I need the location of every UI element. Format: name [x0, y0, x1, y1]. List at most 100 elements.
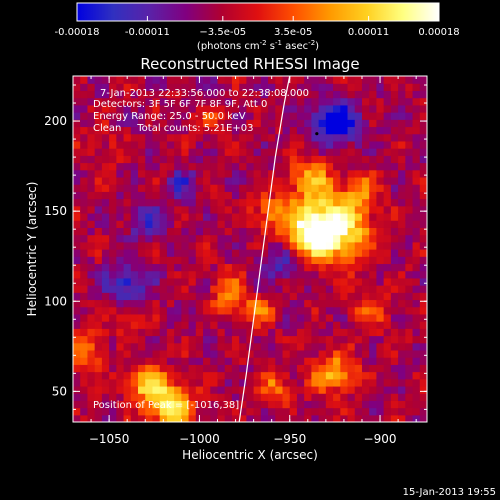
- heatmap-cell: [253, 270, 262, 279]
- heatmap-cell: [239, 212, 247, 221]
- heatmap-cell: [376, 277, 385, 286]
- heatmap-cell: [123, 104, 132, 113]
- heatmap-cell: [347, 184, 356, 192]
- heatmap-cell: [347, 335, 356, 344]
- heatmap-cell: [217, 292, 226, 301]
- heatmap-cell: [282, 112, 291, 120]
- heatmap-cell: [94, 400, 103, 409]
- heatmap-cell: [203, 241, 211, 250]
- heatmap-cell: [166, 357, 175, 365]
- heatmap-cell: [145, 349, 154, 358]
- heatmap-cell: [340, 133, 349, 142]
- heatmap-cell: [260, 263, 269, 272]
- heatmap-cell: [152, 263, 161, 272]
- heatmap-cell: [174, 126, 182, 135]
- heatmap-cell: [174, 414, 182, 422]
- heatmap-cell: [152, 299, 161, 308]
- heatmap-cell: [347, 249, 356, 257]
- heatmap-cell: [311, 83, 320, 92]
- heatmap-cell: [145, 112, 154, 120]
- heatmap-cell: [405, 371, 414, 380]
- heatmap-cell: [130, 328, 139, 337]
- heatmap-cell: [239, 414, 247, 422]
- heatmap-cell: [116, 205, 125, 214]
- heatmap-cell: [109, 277, 117, 286]
- heatmap-cell: [369, 393, 378, 401]
- heatmap-cell: [253, 220, 262, 228]
- heatmap-cell: [195, 299, 204, 308]
- heatmap-cell: [159, 299, 168, 308]
- heatmap-cell: [405, 414, 414, 422]
- heatmap-cell: [383, 184, 392, 192]
- heatmap-cell: [268, 140, 276, 149]
- heatmap-cell: [304, 112, 313, 120]
- heatmap-cell: [145, 335, 154, 344]
- heatmap-cell: [80, 335, 89, 344]
- heatmap-cell: [390, 133, 399, 142]
- heatmap-cell: [87, 191, 96, 200]
- heatmap-cell: [138, 169, 146, 178]
- heatmap-cell: [398, 97, 406, 106]
- colorbar-tick-label: 3.5e-05: [274, 27, 312, 38]
- heatmap-cell: [181, 162, 190, 171]
- heatmap-cell: [325, 364, 334, 373]
- heatmap-cell: [80, 205, 89, 214]
- heatmap-cell: [361, 191, 370, 200]
- heatmap-cell: [195, 104, 204, 113]
- heatmap-cell: [383, 299, 392, 308]
- colorbar-tick-label: -0.00018: [55, 27, 100, 38]
- heatmap-cell: [311, 184, 320, 192]
- heatmap-cell: [383, 313, 392, 322]
- heatmap-cell: [296, 184, 305, 192]
- heatmap-cell: [253, 126, 262, 135]
- heatmap-cell: [412, 112, 421, 120]
- heatmap-cell: [289, 140, 298, 149]
- heatmap-cell: [304, 205, 313, 214]
- heatmap-cell: [224, 104, 233, 113]
- heatmap-cell: [210, 270, 219, 279]
- heatmap-cell: [354, 191, 363, 200]
- heatmap-cell: [138, 342, 146, 351]
- heatmap-cell: [195, 198, 204, 207]
- units-text: s: [267, 41, 275, 52]
- heatmap-cell: [419, 119, 427, 128]
- heatmap-cell: [311, 414, 320, 422]
- heatmap-cell: [347, 256, 356, 265]
- heatmap-cell: [268, 155, 276, 164]
- colorbar-tick-label: −3.5e-05: [199, 27, 246, 38]
- heatmap-cell: [188, 263, 197, 272]
- heatmap-cell: [123, 328, 132, 337]
- heatmap-cell: [383, 234, 392, 243]
- heatmap-cell: [412, 249, 421, 257]
- heatmap-cell: [116, 83, 125, 92]
- heatmap-cell: [289, 176, 298, 185]
- heatmap-cell: [109, 227, 117, 236]
- colorbar: -0.00018 -0.00011 −3.5e-05 3.5e-05 0.00011 0.…: [55, 2, 460, 52]
- heatmap-cell: [304, 371, 313, 380]
- heatmap-cell: [159, 76, 168, 84]
- heatmap-cell: [224, 400, 233, 409]
- heatmap-cell: [390, 191, 399, 200]
- heatmap-cell: [383, 133, 392, 142]
- heatmap-cell: [94, 378, 103, 387]
- heatmap-cell: [87, 335, 96, 344]
- heatmap-cell: [289, 306, 298, 315]
- heatmap-cell: [159, 133, 168, 142]
- heatmap-cell: [109, 292, 117, 301]
- heatmap-cell: [239, 191, 247, 200]
- heatmap-cell: [239, 364, 247, 373]
- heatmap-cell: [340, 277, 349, 286]
- heatmap-cell: [166, 133, 175, 142]
- heatmap-cell: [210, 256, 219, 265]
- heatmap-cell: [195, 335, 204, 344]
- heatmap-cell: [224, 342, 233, 351]
- heatmap-cell: [80, 90, 89, 99]
- heatmap-cell: [239, 83, 247, 92]
- heatmap-cell: [318, 385, 327, 394]
- heatmap-cell: [166, 162, 175, 171]
- heatmap-cell: [333, 104, 341, 113]
- heatmap-cell: [296, 407, 305, 416]
- heatmap-cell: [174, 162, 182, 171]
- heatmap-cell: [217, 126, 226, 135]
- heatmap-cell: [282, 292, 291, 301]
